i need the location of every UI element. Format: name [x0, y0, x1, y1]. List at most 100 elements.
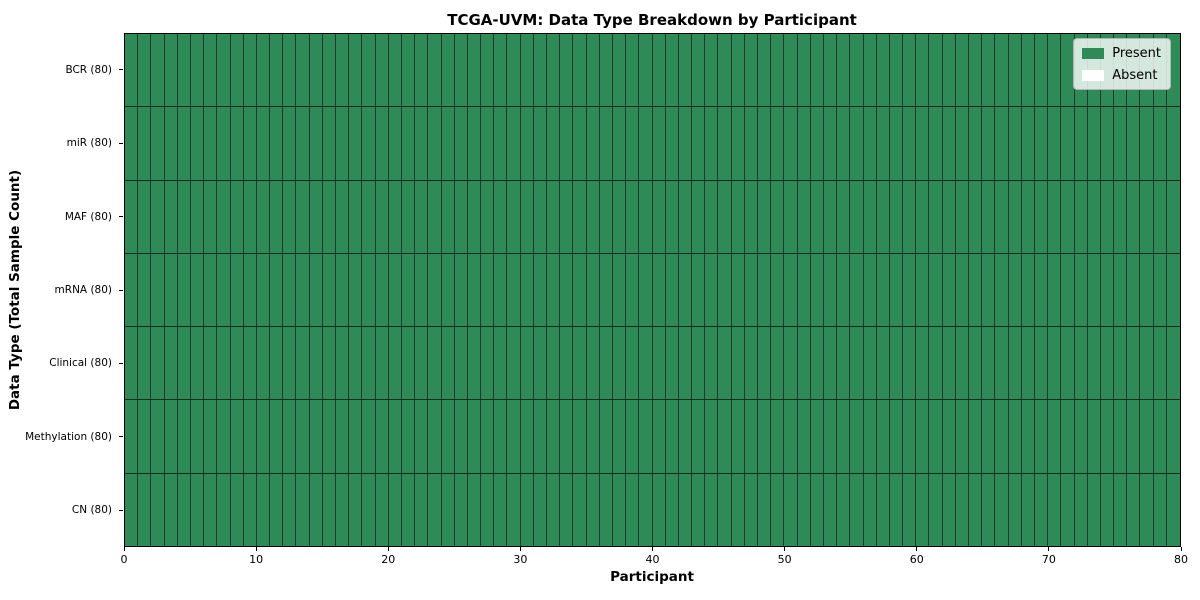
- heatmap-cell: [916, 180, 930, 253]
- heatmap-cell: [243, 34, 257, 107]
- heatmap-cell: [678, 107, 693, 180]
- heatmap-cell: [982, 473, 996, 546]
- heatmap-cell: [731, 34, 745, 107]
- heatmap-cell: [639, 180, 653, 253]
- heatmap-cell: [889, 253, 904, 327]
- heatmap-cell: [125, 400, 139, 473]
- heatmap-cell: [1153, 473, 1167, 546]
- y-tick-label: Methylation (80): [25, 430, 112, 443]
- heatmap-cell: [467, 180, 482, 253]
- heatmap-cell: [1114, 107, 1128, 180]
- heatmap-cell: [1087, 107, 1101, 180]
- heatmap-cell: [375, 253, 389, 327]
- heatmap-cell: [177, 327, 191, 400]
- heatmap-cell: [507, 34, 521, 107]
- heatmap-cell: [270, 400, 284, 473]
- heatmap-cell: [217, 400, 231, 473]
- heatmap-cell: [309, 327, 323, 400]
- heatmap-cell: [903, 400, 917, 473]
- heatmap-cell: [336, 180, 350, 253]
- heatmap-cell: [837, 180, 851, 253]
- heatmap-cell: [151, 34, 165, 107]
- heatmap-cell: [1021, 107, 1035, 180]
- x-tick-label: 70: [1041, 553, 1056, 566]
- heatmap-cell: [626, 473, 640, 546]
- heatmap-cell: [969, 473, 983, 546]
- heatmap-cell: [322, 400, 336, 473]
- heatmap-cell: [454, 473, 468, 546]
- heatmap-cell: [138, 107, 152, 180]
- heatmap-cell: [705, 107, 719, 180]
- heatmap-cell: [494, 107, 508, 180]
- heatmap-cell: [771, 327, 785, 400]
- y-tick-label: BCR (80): [65, 63, 112, 76]
- heatmap-cell: [692, 253, 706, 327]
- heatmap-cell: [784, 327, 798, 400]
- heatmap-cell: [481, 34, 495, 107]
- heatmap-cell: [125, 34, 139, 107]
- heatmap-cell: [1153, 107, 1167, 180]
- heatmap-cell: [586, 400, 600, 473]
- y-tick-label: mRNA (80): [54, 284, 112, 296]
- heatmap-cell: [1021, 327, 1035, 400]
- heatmap-cell: [652, 180, 666, 253]
- heatmap-cell: [375, 180, 389, 253]
- heatmap-cell: [125, 473, 139, 546]
- heatmap-cell: [744, 253, 758, 327]
- heatmap-cell: [322, 473, 336, 546]
- heatmap-cell: [942, 34, 956, 107]
- heatmap-row: [125, 180, 1180, 254]
- heatmap-row: [125, 400, 1180, 474]
- heatmap-cell: [1100, 327, 1115, 400]
- heatmap-cell: [626, 34, 640, 107]
- heatmap-cell: [1008, 253, 1022, 327]
- legend-label: Present: [1112, 45, 1161, 61]
- heatmap-cell: [969, 107, 983, 180]
- heatmap-cell: [823, 253, 838, 327]
- heatmap-cell: [164, 34, 178, 107]
- heatmap-cell: [586, 34, 600, 107]
- heatmap-cell: [467, 400, 482, 473]
- y-tick-label: Clinical (80): [49, 357, 112, 370]
- heatmap-cell: [692, 473, 706, 546]
- heatmap-cell: [428, 327, 442, 400]
- heatmap-cell: [916, 107, 930, 180]
- heatmap-cell: [309, 107, 323, 180]
- heatmap-cell: [1008, 180, 1022, 253]
- heatmap-cell: [955, 473, 969, 546]
- heatmap-cell: [1114, 473, 1128, 546]
- heatmap-cell: [1114, 327, 1128, 400]
- heatmap-cell: [744, 327, 758, 400]
- heatmap-cell: [639, 473, 653, 546]
- heatmap-cell: [256, 107, 271, 180]
- heatmap-cell: [164, 473, 178, 546]
- heatmap-cell: [217, 107, 231, 180]
- heatmap-cell: [810, 473, 824, 546]
- heatmap-cell: [428, 180, 442, 253]
- heatmap-cell: [705, 180, 719, 253]
- heatmap-cell: [349, 180, 363, 253]
- x-tick-mark: [1180, 547, 1182, 551]
- heatmap-cell: [349, 34, 363, 107]
- heatmap-cell: [1087, 180, 1101, 253]
- heatmap-cell: [837, 107, 851, 180]
- heatmap-cell: [1061, 253, 1075, 327]
- heatmap-cell: [1008, 473, 1022, 546]
- heatmap-cell: [296, 107, 310, 180]
- heatmap-cell: [784, 34, 798, 107]
- heatmap-cell: [256, 327, 271, 400]
- heatmap-cell: [467, 34, 482, 107]
- heatmap-cell: [1008, 400, 1022, 473]
- heatmap-cell: [401, 327, 416, 400]
- heatmap-cell: [190, 327, 205, 400]
- heatmap-cell: [1100, 107, 1115, 180]
- heatmap-cell: [586, 473, 600, 546]
- heatmap-cell: [916, 400, 930, 473]
- heatmap-cell: [982, 34, 996, 107]
- heatmap-cell: [507, 400, 521, 473]
- heatmap-cell: [784, 400, 798, 473]
- heatmap-cell: [243, 253, 257, 327]
- heatmap-cell: [573, 253, 587, 327]
- heatmap-cell: [336, 400, 350, 473]
- heatmap-cell: [270, 34, 284, 107]
